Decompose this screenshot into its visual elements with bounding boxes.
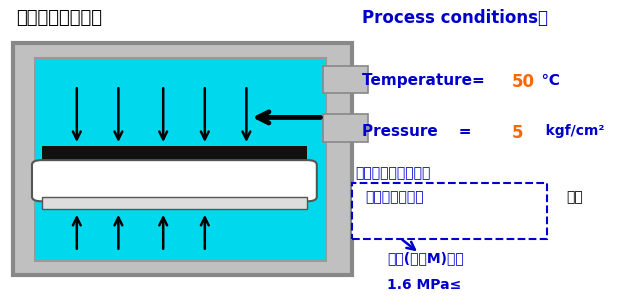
- Text: 认证: 认证: [566, 191, 583, 205]
- Text: 50: 50: [512, 73, 535, 91]
- Text: 第二类压力容器: 第二类压力容器: [365, 191, 424, 205]
- Text: Temperature=: Temperature=: [362, 73, 490, 88]
- Text: 一定温度、压力下: 一定温度、压力下: [16, 9, 102, 27]
- Text: kgf/cm²: kgf/cm²: [531, 124, 605, 138]
- Text: Process conditions：: Process conditions：: [362, 9, 548, 27]
- Bar: [323, 114, 368, 142]
- Bar: [35, 58, 326, 261]
- FancyBboxPatch shape: [352, 183, 547, 239]
- Text: 5: 5: [512, 124, 524, 142]
- Text: 通常制造商必须通过: 通常制造商必须通过: [355, 166, 431, 180]
- Text: 中压(代号M)容器: 中压(代号M)容器: [387, 252, 464, 266]
- Bar: [323, 66, 368, 93]
- Bar: [42, 146, 307, 163]
- Text: Pressure    =: Pressure =: [362, 124, 476, 138]
- Text: 1.6 MPa≤: 1.6 MPa≤: [387, 278, 461, 292]
- Bar: [42, 197, 307, 209]
- FancyBboxPatch shape: [32, 160, 317, 201]
- Text: ℃: ℃: [531, 73, 560, 88]
- Bar: [13, 43, 352, 274]
